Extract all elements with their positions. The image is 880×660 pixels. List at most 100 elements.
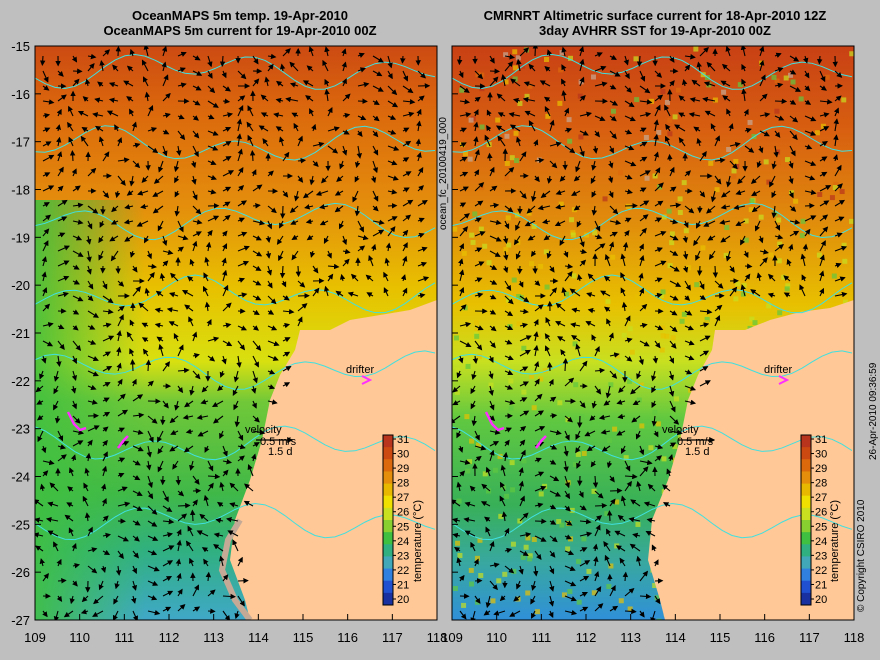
current-vector: [154, 307, 164, 314]
current-vector: [267, 170, 274, 177]
y-tick-label: -16: [11, 87, 30, 102]
current-vector: [804, 70, 810, 79]
contour-line: [452, 125, 853, 161]
sst-speckle: [776, 217, 782, 223]
current-vector: [196, 414, 209, 420]
current-vector: [222, 243, 228, 252]
sst-speckle: [747, 119, 753, 125]
current-vector: [68, 467, 75, 477]
sst-speckle: [507, 296, 513, 302]
current-vector: [302, 80, 314, 87]
current-vector: [402, 199, 414, 207]
sst-speckle: [504, 160, 510, 166]
current-vector: [142, 76, 149, 87]
sst-speckle: [564, 291, 570, 297]
current-vector: [383, 287, 389, 297]
current-vector: [309, 108, 315, 117]
current-vector: [81, 127, 89, 133]
contour-line: [35, 274, 436, 314]
sst-speckle: [557, 400, 563, 406]
current-vector: [117, 393, 126, 402]
current-vector: [417, 276, 430, 282]
current-vector: [170, 429, 179, 435]
current-vector: [177, 502, 191, 509]
sst-speckle: [452, 226, 458, 232]
current-vector: [229, 482, 239, 492]
sst-speckle: [849, 51, 854, 57]
sst-speckle: [816, 252, 822, 258]
current-vector: [201, 547, 209, 553]
current-vector: [56, 136, 62, 147]
sst-speckle: [798, 96, 804, 102]
current-vector: [293, 122, 299, 132]
current-vector: [561, 64, 567, 72]
sst-speckle: [474, 320, 480, 326]
current-vector: [237, 70, 247, 80]
current-vector: [156, 336, 164, 342]
sst-speckle: [749, 198, 755, 204]
sst-speckle: [531, 536, 537, 542]
current-vector: [72, 202, 84, 209]
x-tick-label: 113: [203, 630, 224, 645]
current-vector: [196, 530, 209, 537]
current-vector: [206, 319, 212, 327]
current-vector: [222, 214, 231, 222]
current-vector: [402, 187, 410, 193]
colorbar-tick-label: 28: [815, 478, 827, 490]
current-vector: [53, 385, 59, 395]
current-vector: [111, 205, 119, 213]
colorbar-swatch: [383, 532, 393, 545]
sst-speckle: [664, 333, 670, 339]
current-vector: [384, 257, 390, 267]
sst-speckle: [626, 359, 632, 365]
current-vector: [402, 171, 412, 177]
sst-speckle: [503, 247, 509, 253]
sst-speckle: [509, 460, 515, 466]
current-vector: [504, 54, 516, 60]
sst-speckle: [542, 368, 548, 374]
current-vector: [489, 55, 495, 64]
sst-speckle: [774, 78, 780, 84]
current-vector: [606, 510, 613, 522]
sst-speckle: [654, 595, 660, 601]
colorbar-tick-label: 25: [397, 521, 409, 533]
sst-speckle: [498, 513, 504, 519]
current-vector: [252, 184, 263, 192]
current-vector: [221, 355, 227, 365]
sst-speckle: [454, 389, 460, 395]
current-vector: [219, 481, 225, 492]
current-vector: [222, 156, 232, 162]
sst-speckle: [686, 265, 692, 271]
sst-speckle: [634, 97, 640, 103]
current-vector: [474, 96, 481, 103]
current-vector: [63, 610, 74, 618]
sst-speckle: [790, 79, 796, 85]
sst-speckle: [556, 519, 562, 525]
current-vector: [678, 95, 686, 102]
current-vector: [39, 370, 45, 380]
current-vector: [132, 475, 141, 481]
current-vector: [234, 415, 240, 428]
current-vector: [237, 325, 247, 331]
current-vector: [189, 557, 195, 567]
current-vector: [35, 532, 44, 538]
current-vector: [741, 63, 747, 72]
left-drifter-label: drifter: [346, 364, 375, 376]
current-vector: [415, 138, 422, 147]
current-vector: [236, 133, 242, 147]
current-vector: [57, 324, 65, 330]
current-vector: [39, 558, 45, 567]
current-vector: [57, 166, 64, 177]
current-vector: [56, 355, 62, 368]
current-vector: [192, 240, 198, 252]
left-panel-title: OceanMAPS 5m temp. 19-Apr-2010 OceanMAPS…: [40, 8, 440, 38]
sst-speckle: [721, 89, 727, 95]
sst-speckle: [799, 233, 805, 239]
current-vector: [522, 96, 536, 103]
current-vector: [297, 157, 307, 164]
current-vector: [157, 430, 164, 443]
sst-speckle: [469, 438, 475, 444]
current-vector: [267, 63, 274, 72]
current-vector: [87, 526, 93, 537]
current-vector: [594, 65, 607, 72]
